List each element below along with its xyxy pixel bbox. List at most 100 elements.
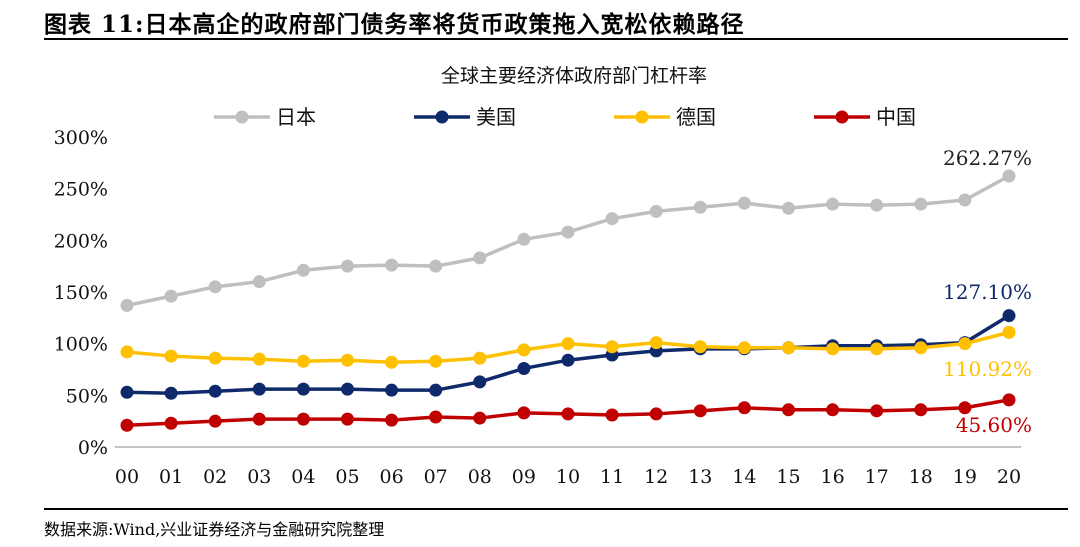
- data-point: [473, 411, 487, 425]
- data-point: [164, 416, 178, 430]
- series-0: [120, 169, 1016, 312]
- data-point: [914, 403, 928, 417]
- legend-marker: [635, 110, 649, 124]
- x-tick-label: 02: [203, 466, 227, 488]
- legend-label: 中国: [876, 105, 916, 129]
- data-point: [914, 341, 928, 355]
- x-tick-label: 08: [468, 466, 492, 488]
- data-point: [341, 259, 354, 273]
- data-point: [164, 386, 178, 400]
- data-point: [208, 384, 222, 398]
- legend-marker: [435, 110, 449, 124]
- x-tick-label: 19: [953, 466, 977, 488]
- data-point: [385, 413, 399, 427]
- data-point: [429, 410, 443, 424]
- end-value-label: 127.10%: [943, 280, 1032, 304]
- data-point: [208, 351, 222, 365]
- data-point: [296, 412, 310, 426]
- data-point: [826, 197, 840, 211]
- legend-label: 日本: [276, 105, 316, 129]
- data-point: [252, 382, 266, 396]
- data-point: [208, 414, 222, 428]
- legend-marker: [835, 110, 849, 124]
- data-point: [737, 341, 751, 355]
- data-point: [208, 280, 222, 294]
- chart-title: 全球主要经济体政府部门杠杆率: [441, 65, 707, 87]
- series-2: [120, 325, 1016, 369]
- data-point: [473, 251, 487, 265]
- data-point: [252, 275, 266, 289]
- x-tick-label: 14: [732, 466, 756, 488]
- y-tick-label: 100%: [54, 334, 108, 356]
- data-point: [958, 193, 972, 207]
- x-tick-label: 06: [380, 466, 404, 488]
- x-tick-label: 13: [688, 466, 712, 488]
- data-point: [693, 200, 707, 214]
- data-point: [605, 212, 619, 226]
- data-point: [473, 351, 487, 365]
- data-point: [252, 412, 266, 426]
- data-point: [296, 354, 310, 368]
- y-tick-label: 150%: [54, 282, 108, 304]
- x-tick-label: 00: [115, 466, 139, 488]
- x-tick-label: 10: [556, 466, 580, 488]
- data-point: [561, 337, 575, 351]
- data-point: [296, 382, 310, 396]
- data-point: [737, 401, 751, 415]
- data-point: [252, 352, 266, 366]
- data-point: [385, 355, 399, 369]
- data-point: [782, 403, 795, 417]
- data-point: [561, 407, 575, 421]
- x-tick-label: 01: [159, 466, 183, 488]
- x-tick-label: 16: [821, 466, 845, 488]
- data-point: [473, 375, 487, 389]
- data-point: [1002, 309, 1016, 323]
- data-point: [429, 354, 443, 368]
- y-tick-label: 200%: [54, 230, 108, 252]
- x-tick-label: 04: [291, 466, 315, 488]
- data-point: [120, 298, 134, 312]
- y-tick-label: 300%: [54, 127, 108, 149]
- data-point: [164, 289, 178, 303]
- data-point: [870, 198, 884, 212]
- data-point: [649, 336, 663, 350]
- end-value-label: 262.27%: [943, 146, 1032, 170]
- y-tick-label: 0%: [78, 437, 108, 459]
- data-point: [870, 342, 884, 356]
- chart-legend: 日本 美国 德国 中国: [214, 105, 916, 129]
- data-point: [914, 197, 928, 211]
- data-point: [605, 340, 619, 354]
- data-point: [1002, 393, 1016, 407]
- end-labels: 262.27% 127.10% 110.92% 45.60%: [943, 146, 1032, 437]
- x-tick-label: 15: [776, 466, 800, 488]
- data-point: [296, 263, 310, 277]
- data-point: [693, 404, 707, 418]
- data-point: [341, 353, 354, 367]
- data-point: [826, 342, 840, 356]
- x-tick-label: 12: [644, 466, 668, 488]
- figure-title: 图表 11:日本高企的政府部门债务率将货币政策拖入宽松依赖路径: [44, 11, 745, 38]
- y-tick-label: 250%: [54, 179, 108, 201]
- data-point: [120, 345, 134, 359]
- data-point: [517, 343, 531, 357]
- data-point: [737, 196, 751, 210]
- data-point: [561, 225, 575, 239]
- x-tick-label: 11: [600, 466, 624, 488]
- x-tick-label: 17: [865, 466, 889, 488]
- data-point: [517, 232, 531, 246]
- data-point: [693, 340, 707, 354]
- data-point: [782, 201, 795, 215]
- data-point: [120, 418, 134, 432]
- data-point: [120, 385, 134, 399]
- data-point: [517, 361, 531, 375]
- legend-label: 德国: [676, 105, 716, 129]
- data-point: [341, 382, 354, 396]
- data-point: [870, 404, 884, 418]
- data-point: [649, 204, 663, 218]
- end-value-label: 110.92%: [943, 357, 1032, 381]
- legend-item: 德国: [614, 105, 716, 129]
- data-point: [605, 408, 619, 422]
- x-tick-label: 09: [512, 466, 536, 488]
- legend-item: 美国: [414, 105, 516, 129]
- data-point: [429, 383, 443, 397]
